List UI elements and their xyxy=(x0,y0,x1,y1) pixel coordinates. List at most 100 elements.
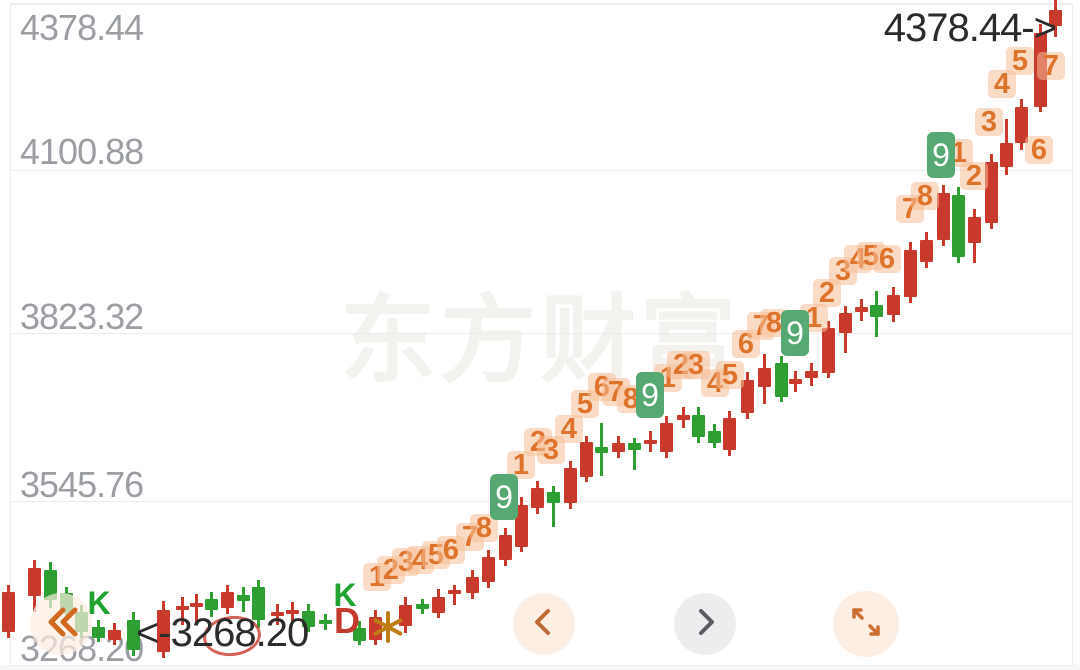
candle-body xyxy=(839,313,852,333)
candle-body xyxy=(499,535,512,560)
candle-body xyxy=(531,488,544,508)
td-sequence-count: 2 xyxy=(960,160,988,192)
td-sequence-count: 3 xyxy=(682,349,710,381)
candle-body xyxy=(416,604,429,609)
td-sequence-count: 5 xyxy=(1006,45,1034,77)
candle-body xyxy=(44,570,57,600)
candle-body xyxy=(2,592,15,632)
candle-body xyxy=(176,606,189,610)
candle-body xyxy=(741,380,754,413)
candle-body xyxy=(708,431,721,443)
candle-body xyxy=(677,415,690,420)
chevron-right-icon xyxy=(687,604,723,645)
candle-body xyxy=(482,557,495,582)
td-sequence-nine-badge: 9 xyxy=(636,372,664,418)
candle-body xyxy=(28,568,41,596)
candle-body xyxy=(92,627,105,638)
rewind-to-start-button[interactable] xyxy=(30,593,92,655)
candle-body xyxy=(887,295,900,315)
td-sequence-count: 6 xyxy=(873,243,901,275)
candle-wick xyxy=(552,486,555,527)
candle-body xyxy=(855,307,868,312)
td-sequence-nine-badge: 9 xyxy=(781,310,809,356)
candle-body xyxy=(580,442,593,477)
expand-fullscreen-button[interactable] xyxy=(833,591,899,657)
star-signal-icon xyxy=(372,611,404,643)
candle-body xyxy=(1049,10,1062,26)
candle-body xyxy=(432,597,445,613)
candle-body xyxy=(968,217,981,243)
candle-wick xyxy=(181,597,184,625)
candle-body xyxy=(286,610,299,614)
td-sequence-nine-badge: 9 xyxy=(927,132,955,178)
td-sequence-count: 3 xyxy=(537,434,565,466)
candle-body xyxy=(952,195,965,257)
candle-body xyxy=(904,250,917,297)
candle-body xyxy=(515,505,528,547)
y-axis-label: 4378.44 xyxy=(20,7,144,48)
td-sequence-count: 6 xyxy=(1025,134,1053,166)
candle-body xyxy=(237,595,250,601)
candle-body xyxy=(758,368,771,387)
candle-body xyxy=(660,423,673,452)
candle-body xyxy=(466,577,479,593)
td-sequence-nine-badge: 9 xyxy=(490,474,518,520)
candle-body xyxy=(822,328,835,373)
previous-button[interactable] xyxy=(513,593,575,655)
candle-body xyxy=(937,193,950,240)
kdj-d-marker: D xyxy=(334,600,360,641)
candle-body xyxy=(127,620,140,650)
gridline xyxy=(11,665,1071,666)
td-sequence-count: 4 xyxy=(555,413,583,445)
candle-body xyxy=(205,599,218,610)
double-chevron-left-icon xyxy=(39,602,83,647)
candle-body xyxy=(271,612,284,616)
candle-wick xyxy=(453,585,456,605)
candle-body xyxy=(302,611,315,627)
candle-body xyxy=(870,305,883,317)
y-axis-label: 3545.76 xyxy=(20,464,144,505)
next-button[interactable] xyxy=(674,593,736,655)
chevron-left-icon xyxy=(526,604,562,645)
gridline xyxy=(11,333,1071,334)
candle-body xyxy=(644,440,657,444)
kdj-k-marker: K xyxy=(333,577,357,613)
td-sequence-count: 7 xyxy=(1037,50,1065,82)
td-sequence-count: 5 xyxy=(716,359,744,391)
expand-arrows-icon xyxy=(848,604,884,645)
gridline xyxy=(11,4,1071,5)
bottom-strip xyxy=(0,665,1080,670)
candle-body xyxy=(723,418,736,450)
candle-body xyxy=(1000,143,1013,167)
candle-body xyxy=(985,162,998,223)
high-price-annotation: 4378.44-> xyxy=(883,6,1057,50)
candle-body xyxy=(319,620,332,624)
td-sequence-count: 8 xyxy=(470,512,498,544)
candle-body xyxy=(108,630,121,640)
candle-body xyxy=(628,443,641,450)
candle-wick xyxy=(633,438,636,470)
candle-body xyxy=(547,492,560,503)
gridline xyxy=(11,170,1071,171)
candle-body xyxy=(775,363,788,397)
candle-body xyxy=(612,443,625,452)
td-sequence-count: 8 xyxy=(911,180,939,212)
candle-body xyxy=(805,371,818,378)
candle-body xyxy=(920,240,933,262)
candle-wick xyxy=(195,594,198,622)
candle-body xyxy=(595,447,608,453)
chart-panel-border xyxy=(10,3,1073,666)
candle-body xyxy=(564,468,577,503)
candle-body xyxy=(252,587,265,620)
y-axis-label: 3823.32 xyxy=(20,296,144,337)
y-axis-label: 4100.88 xyxy=(20,131,144,172)
kdj-k-marker: K xyxy=(87,585,111,621)
low-price-annotation: <-3268.20 xyxy=(136,611,309,655)
candle-body xyxy=(353,628,366,641)
candle-body xyxy=(190,603,203,607)
candle-body xyxy=(789,379,802,384)
td-sequence-count: 3 xyxy=(975,106,1003,138)
candle-body xyxy=(692,415,705,437)
candle-body xyxy=(221,592,234,608)
